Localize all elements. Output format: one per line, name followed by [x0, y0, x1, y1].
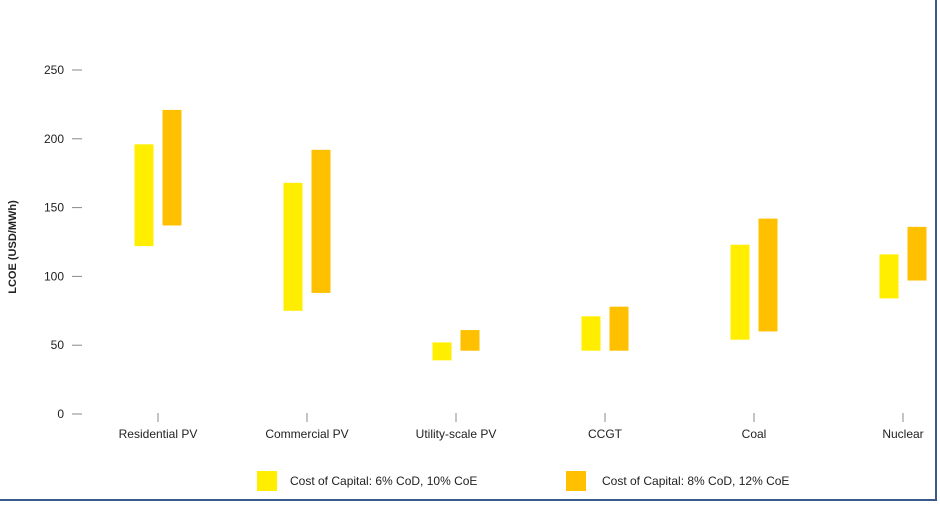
x-axis: Residential PV Commercial PV Utility-scale…	[119, 413, 924, 441]
bars-group	[134, 109, 927, 361]
y-axis-title: LCOE (USD/MWh)	[7, 200, 19, 294]
range-bar-coc-6-10	[432, 342, 452, 361]
range-bar-coc-6-10	[283, 182, 303, 311]
legend-label: Cost of Capital: 8% CoD, 12% CoE	[602, 474, 789, 488]
range-bar-coc-6-10	[730, 244, 750, 340]
y-tick-label-50: 50	[51, 338, 65, 352]
y-tick-label-0: 0	[57, 407, 64, 421]
y-tick-label-250: 250	[44, 63, 64, 77]
y-tick-label-100: 100	[44, 269, 64, 283]
legend-label: Cost of Capital: 6% CoD, 10% CoE	[290, 474, 477, 488]
y-tick-label-150: 150	[44, 201, 64, 215]
x-tick-label: Utility-scale PV	[416, 427, 497, 441]
range-bar-coc-8-12	[907, 226, 927, 281]
x-tick-label: CCGT	[588, 427, 623, 441]
range-bar-coc-8-12	[311, 149, 331, 293]
range-bar-coc-8-12	[162, 109, 182, 226]
range-bar-coc-8-12	[460, 330, 480, 351]
range-bar-coc-6-10	[879, 254, 899, 299]
y-axis: 0 50 100 150 200 250	[44, 63, 82, 421]
legend-swatch	[257, 471, 277, 491]
x-tick-label: Commercial PV	[265, 427, 348, 441]
range-bar-coc-8-12	[609, 306, 629, 351]
y-tick-label-200: 200	[44, 132, 64, 146]
x-tick-label: Coal	[742, 427, 767, 441]
x-tick-label: Nuclear	[882, 427, 923, 441]
range-bar-coc-6-10	[581, 316, 601, 351]
range-bar-coc-8-12	[758, 218, 778, 332]
legend-swatch	[566, 471, 586, 491]
x-tick-label: Residential PV	[119, 427, 198, 441]
range-bar-coc-6-10	[134, 144, 154, 247]
legend: Cost of Capital: 6% CoD, 10% CoE Cost of …	[257, 471, 789, 491]
